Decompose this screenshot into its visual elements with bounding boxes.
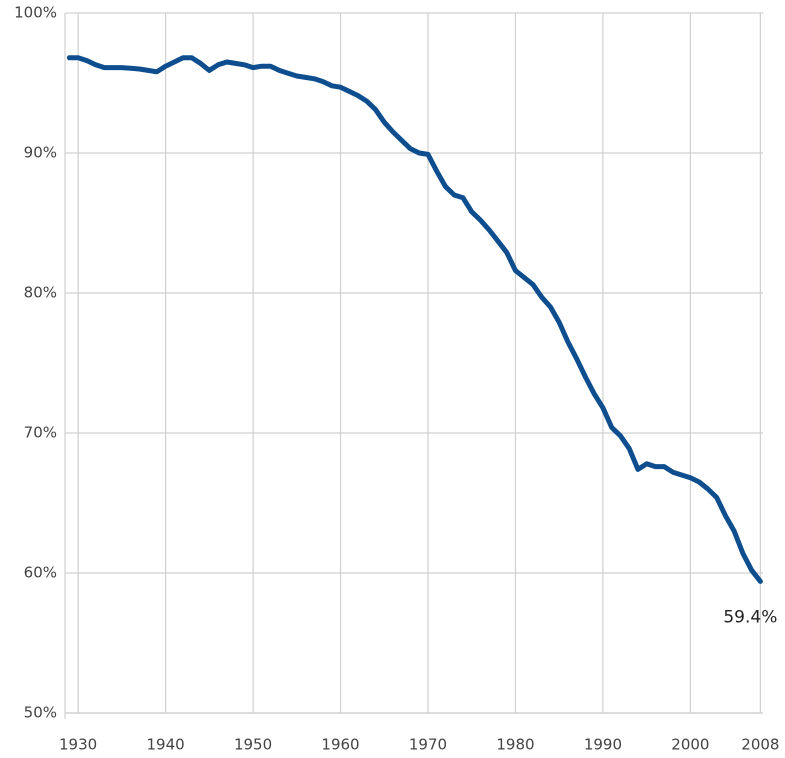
x-tick-label: 2000 (671, 736, 709, 754)
x-tick-label: 1990 (584, 736, 622, 754)
y-tick-label: 90% (24, 144, 57, 162)
x-tick-label: 1970 (409, 736, 447, 754)
x-tick-label: 1940 (146, 736, 184, 754)
y-tick-label: 100% (14, 4, 57, 22)
x-tick-label: 1960 (321, 736, 359, 754)
line (66, 55, 763, 584)
y-tick-label: 80% (24, 284, 57, 302)
y-tick-label: 70% (24, 424, 57, 442)
data-label: 59.4% (723, 607, 777, 627)
x-tick-label: 1950 (234, 736, 272, 754)
x-tick-label: 1930 (59, 736, 97, 754)
y-tick-label: 50% (24, 704, 57, 722)
x-tick-label: 2008 (741, 736, 779, 754)
y-tick-label: 60% (24, 564, 57, 582)
x-tick-label: 1980 (496, 736, 534, 754)
